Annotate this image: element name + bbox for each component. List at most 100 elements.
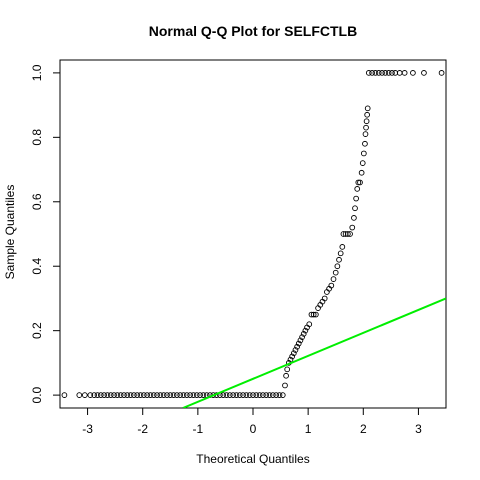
- qq-point: [236, 392, 243, 398]
- qq-point: [114, 392, 121, 398]
- qq-point: [297, 337, 304, 344]
- qq-point: [351, 215, 357, 221]
- qq-point: [273, 392, 280, 398]
- qq-point: [107, 392, 114, 398]
- qq-point: [263, 392, 270, 398]
- y-axis-label: Sample Quantiles: [3, 185, 17, 280]
- chart-title: Normal Q-Q Plot for SELFCTLB: [149, 23, 357, 39]
- qq-point: [137, 392, 144, 398]
- qq-point: [290, 350, 297, 357]
- qq-point: [131, 392, 137, 398]
- qq-point: [121, 392, 127, 398]
- qq-point: [276, 392, 283, 398]
- qq-point: [104, 392, 111, 398]
- qq-point: [91, 392, 98, 398]
- qq-point: [226, 392, 233, 398]
- qq-point: [299, 334, 305, 340]
- qq-point: [200, 392, 207, 398]
- qq-point: [344, 231, 351, 237]
- qq-point: [295, 340, 302, 347]
- qq-point: [362, 140, 368, 147]
- qq-point: [438, 70, 445, 76]
- qq-point: [310, 311, 317, 318]
- x-tick-label: 3: [415, 422, 422, 436]
- qq-point: [266, 392, 273, 398]
- data-points: [61, 70, 445, 398]
- qq-point: [154, 392, 160, 398]
- qq-point: [328, 282, 335, 289]
- qq-point: [164, 392, 170, 398]
- qq-point: [117, 392, 124, 398]
- qq-point: [300, 331, 307, 337]
- qq-point: [362, 131, 369, 137]
- qq-point: [349, 224, 356, 231]
- qq-point: [177, 392, 184, 398]
- qq-point: [330, 276, 337, 282]
- qq-point: [220, 392, 227, 398]
- y-tick-label: 1.0: [30, 64, 44, 81]
- x-tick-label: -2: [137, 422, 148, 436]
- qq-point: [160, 392, 167, 398]
- qq-point: [134, 392, 141, 398]
- y-tick-label: 0.4: [30, 258, 44, 275]
- qq-point: [363, 124, 369, 131]
- x-tick-label: 1: [305, 422, 312, 436]
- qq-point: [364, 111, 370, 118]
- qq-point: [279, 392, 286, 398]
- qq-point: [197, 392, 203, 398]
- qq-point: [61, 392, 68, 398]
- qq-point: [347, 231, 353, 237]
- qq-point: [382, 70, 389, 76]
- qq-point: [124, 392, 131, 398]
- qq-point: [336, 256, 342, 263]
- qq-point: [357, 179, 363, 186]
- qq-point: [369, 70, 375, 76]
- qq-point: [260, 392, 266, 398]
- qq-point: [352, 205, 358, 212]
- qq-point: [111, 392, 117, 398]
- qq-point: [360, 150, 367, 157]
- qq-point: [170, 392, 177, 398]
- qq-point: [287, 356, 294, 363]
- reference-line-layer: [182, 297, 446, 408]
- qq-point: [270, 392, 276, 398]
- qq-point: [313, 311, 319, 318]
- qq-point: [302, 327, 309, 334]
- qq-point: [97, 392, 104, 398]
- x-axis-label: Theoretical Quantiles: [196, 452, 309, 466]
- qq-point: [187, 392, 193, 398]
- qq-point: [363, 118, 370, 125]
- x-tick-label: 2: [360, 422, 367, 436]
- qq-point: [385, 70, 392, 76]
- qq-point: [332, 269, 339, 276]
- qq-point: [174, 392, 180, 398]
- qq-point: [253, 392, 260, 398]
- qq-point: [76, 392, 83, 398]
- y-axis: 0.0 0.2 0.4 0.6 0.8 1.0: [30, 64, 61, 403]
- qq-point: [183, 392, 190, 398]
- qq-point: [379, 70, 385, 76]
- qq-point: [353, 195, 359, 202]
- qq-point: [193, 392, 200, 398]
- qq-point: [289, 353, 296, 360]
- y-tick-label: 0.6: [30, 193, 44, 210]
- qq-point: [240, 392, 246, 398]
- qq-point: [292, 347, 299, 353]
- qq-point: [246, 392, 253, 398]
- qq-point: [334, 263, 341, 270]
- qq-point: [144, 392, 150, 398]
- qq-point: [223, 392, 230, 398]
- qq-point: [230, 392, 236, 398]
- y-tick-label: 0.0: [30, 386, 44, 403]
- qq-point: [389, 70, 395, 76]
- qq-reference-line: [182, 297, 446, 408]
- x-tick-label: 0: [250, 422, 257, 436]
- qq-point: [283, 372, 289, 379]
- qq-point: [321, 295, 328, 302]
- qq-point: [410, 70, 416, 76]
- qq-point: [190, 392, 197, 398]
- qq-point: [282, 382, 288, 389]
- qq-point: [401, 70, 408, 76]
- qq-point: [358, 169, 365, 176]
